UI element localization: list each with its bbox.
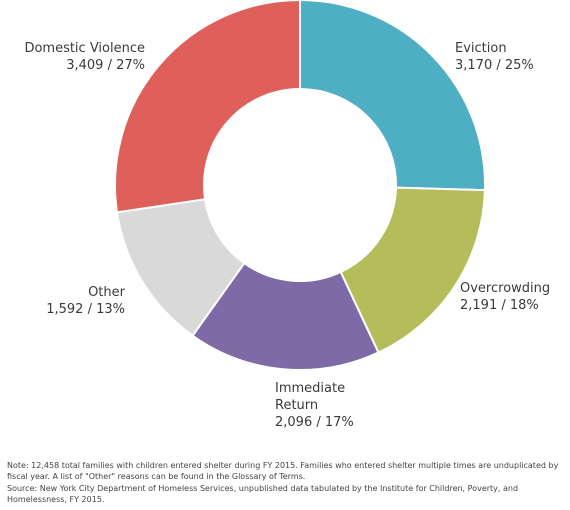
slice-labels: Eviction 3,170 / 25% Overcrowding 2,191 / 1… — [24, 41, 550, 430]
slice-domestic-violence — [114, 0, 301, 214]
label-domestic-violence: Domestic Violence 3,409 / 27% — [24, 41, 145, 73]
donut-slices — [114, 0, 486, 371]
label-overcrowding: Overcrowding 2,191 / 18% — [460, 281, 550, 313]
label-eviction: Eviction 3,170 / 25% — [455, 41, 534, 73]
label-other: Other 1,592 / 13% — [46, 285, 125, 317]
slice-overcrowding — [339, 186, 486, 354]
chart-source: Source: New York City Department of Home… — [7, 484, 519, 504]
slice-immediate-return — [191, 261, 380, 371]
donut-chart: Eviction 3,170 / 25% Overcrowding 2,191 / 1… — [24, 0, 550, 430]
chart-note: Note: 12,458 total families with childre… — [7, 461, 559, 481]
label-immediate-return: Immediate Return 2,096 / 17% — [275, 381, 354, 430]
slice-eviction — [299, 0, 486, 192]
